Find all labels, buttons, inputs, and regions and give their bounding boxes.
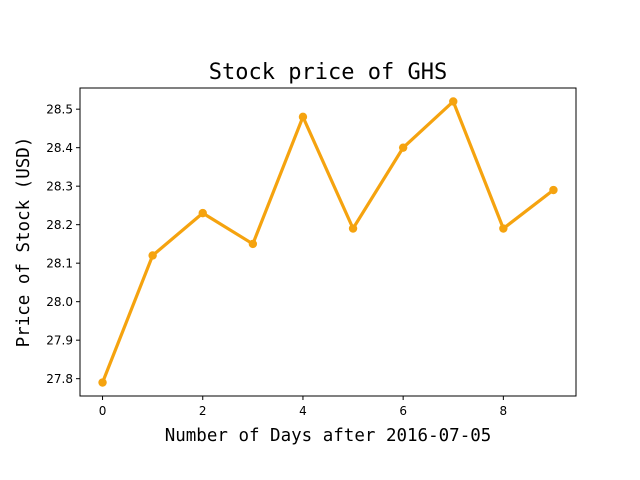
x-tick-label: 2 bbox=[199, 404, 207, 418]
chart-title: Stock price of GHS bbox=[209, 60, 447, 85]
x-axis-label: Number of Days after 2016-07-05 bbox=[165, 426, 492, 446]
y-tick-label: 28.0 bbox=[46, 295, 73, 309]
data-point bbox=[348, 224, 358, 233]
data-point bbox=[398, 143, 408, 152]
data-point bbox=[198, 208, 207, 218]
data-point bbox=[248, 239, 258, 249]
y-axis-label: Price of Stock (USD) bbox=[14, 137, 34, 348]
axes-frame bbox=[79, 87, 577, 397]
x-tick-label: 8 bbox=[500, 404, 508, 418]
y-tick-label: 28.5 bbox=[46, 103, 73, 117]
x-tick-label: 6 bbox=[399, 404, 407, 418]
data-point bbox=[98, 378, 107, 387]
x-tick-label: 4 bbox=[299, 404, 307, 418]
y-tick-label: 28.3 bbox=[46, 180, 73, 194]
axis-ticks: 0 2 4 6 8 27.8 27.9 28.0 28.1 28.2 28.3 28.4 28.5 bbox=[46, 103, 507, 418]
data-point bbox=[148, 251, 157, 260]
y-tick-label: 27.9 bbox=[46, 334, 73, 348]
y-tick-label: 28.4 bbox=[46, 141, 73, 155]
data-point bbox=[298, 112, 308, 122]
plot-area bbox=[98, 97, 558, 387]
data-point bbox=[499, 224, 508, 233]
y-tick-label: 27.8 bbox=[46, 372, 73, 386]
series-line bbox=[101, 98, 555, 384]
data-point bbox=[549, 185, 558, 195]
x-tick-label: 0 bbox=[99, 404, 107, 418]
y-tick-label: 28.1 bbox=[46, 257, 73, 271]
data-point bbox=[449, 97, 458, 106]
y-tick-label: 28.2 bbox=[46, 218, 73, 232]
